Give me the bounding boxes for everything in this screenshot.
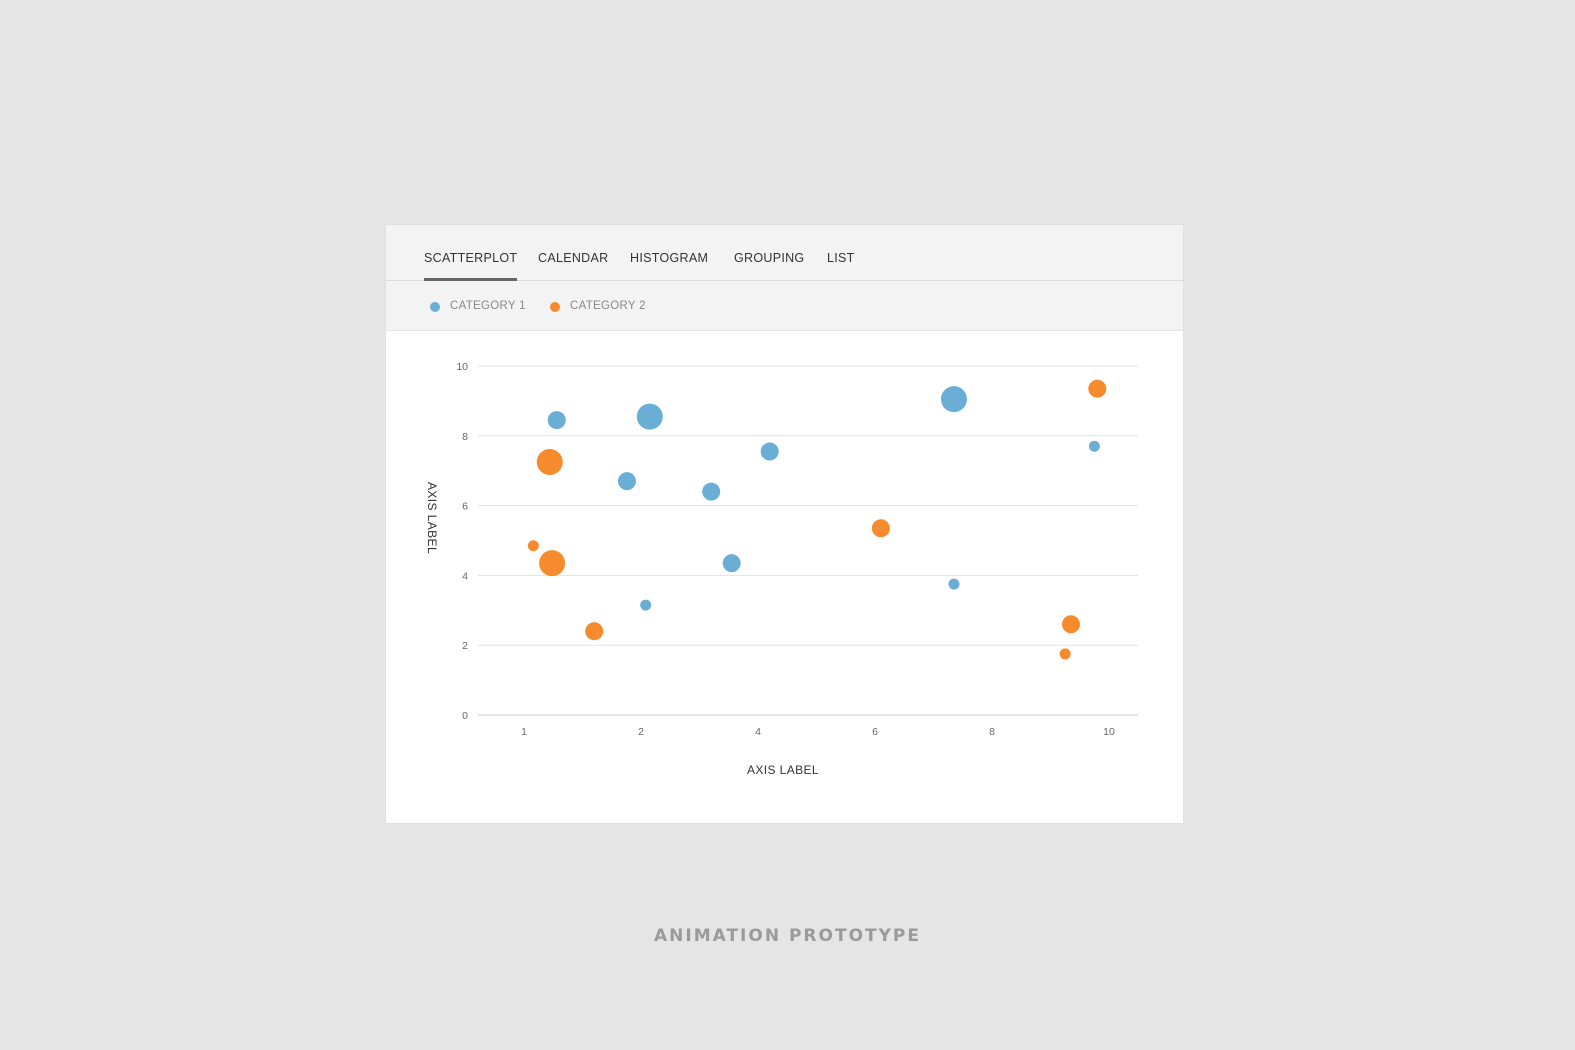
- y-tick-label: 6: [462, 501, 468, 513]
- data-point-category-1: [722, 554, 741, 573]
- x-tick-label: 1: [521, 726, 527, 738]
- active-tab-indicator: [424, 278, 517, 281]
- data-point-category-2: [1061, 615, 1080, 634]
- x-tick-label: 10: [1103, 726, 1115, 738]
- data-point-category-2: [871, 519, 890, 538]
- tab-list[interactable]: LIST: [827, 251, 855, 265]
- x-tick-label: 4: [755, 726, 761, 738]
- x-tick-label: 6: [872, 726, 878, 738]
- data-point-category-2: [527, 540, 539, 552]
- y-axis-label: AXIS LABEL: [425, 482, 439, 554]
- chart-card: SCATTERPLOT CALENDAR HISTOGRAM GROUPING …: [386, 225, 1183, 823]
- data-point-category-1: [636, 403, 663, 430]
- legend: CATEGORY 1 CATEGORY 2: [386, 281, 1183, 331]
- data-point-category-1: [547, 411, 566, 430]
- y-tick-label: 0: [462, 710, 468, 722]
- data-point-category-2: [1059, 648, 1071, 660]
- tab-bar: SCATTERPLOT CALENDAR HISTOGRAM GROUPING …: [386, 225, 1183, 281]
- data-point-category-2: [536, 448, 563, 475]
- data-point-category-2: [539, 550, 566, 577]
- tab-grouping[interactable]: GROUPING: [734, 251, 805, 265]
- legend-dot-category-1: [430, 302, 440, 312]
- x-axis-label: AXIS LABEL: [747, 763, 819, 777]
- data-point-category-1: [948, 578, 960, 590]
- tab-histogram[interactable]: HISTOGRAM: [630, 251, 709, 265]
- tab-calendar[interactable]: CALENDAR: [538, 251, 609, 265]
- data-point-category-2: [1088, 379, 1107, 398]
- legend-label: CATEGORY 1: [450, 300, 526, 312]
- data-point-category-1: [640, 599, 652, 611]
- y-tick-label: 10: [456, 361, 468, 373]
- data-point-category-1: [940, 386, 967, 413]
- legend-label: CATEGORY 2: [570, 300, 646, 312]
- tab-scatterplot[interactable]: SCATTERPLOT: [424, 251, 518, 265]
- data-point-category-1: [702, 482, 721, 501]
- footer-caption: ANIMATION PROTOTYPE: [653, 926, 921, 946]
- data-point-category-1: [760, 442, 779, 461]
- data-point-category-1: [617, 472, 636, 491]
- y-tick-label: 4: [462, 570, 468, 582]
- x-tick-label: 2: [638, 726, 644, 738]
- legend-dot-category-2: [550, 302, 560, 312]
- y-tick-label: 2: [462, 640, 468, 652]
- y-tick-label: 8: [462, 431, 468, 443]
- x-tick-label: 8: [989, 726, 995, 738]
- data-point-category-2: [585, 622, 604, 641]
- data-point-category-1: [1088, 440, 1100, 452]
